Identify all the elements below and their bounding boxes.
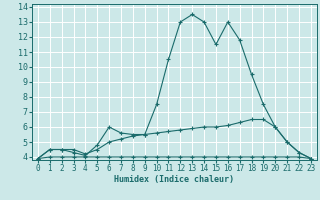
X-axis label: Humidex (Indice chaleur): Humidex (Indice chaleur) [115, 175, 234, 184]
